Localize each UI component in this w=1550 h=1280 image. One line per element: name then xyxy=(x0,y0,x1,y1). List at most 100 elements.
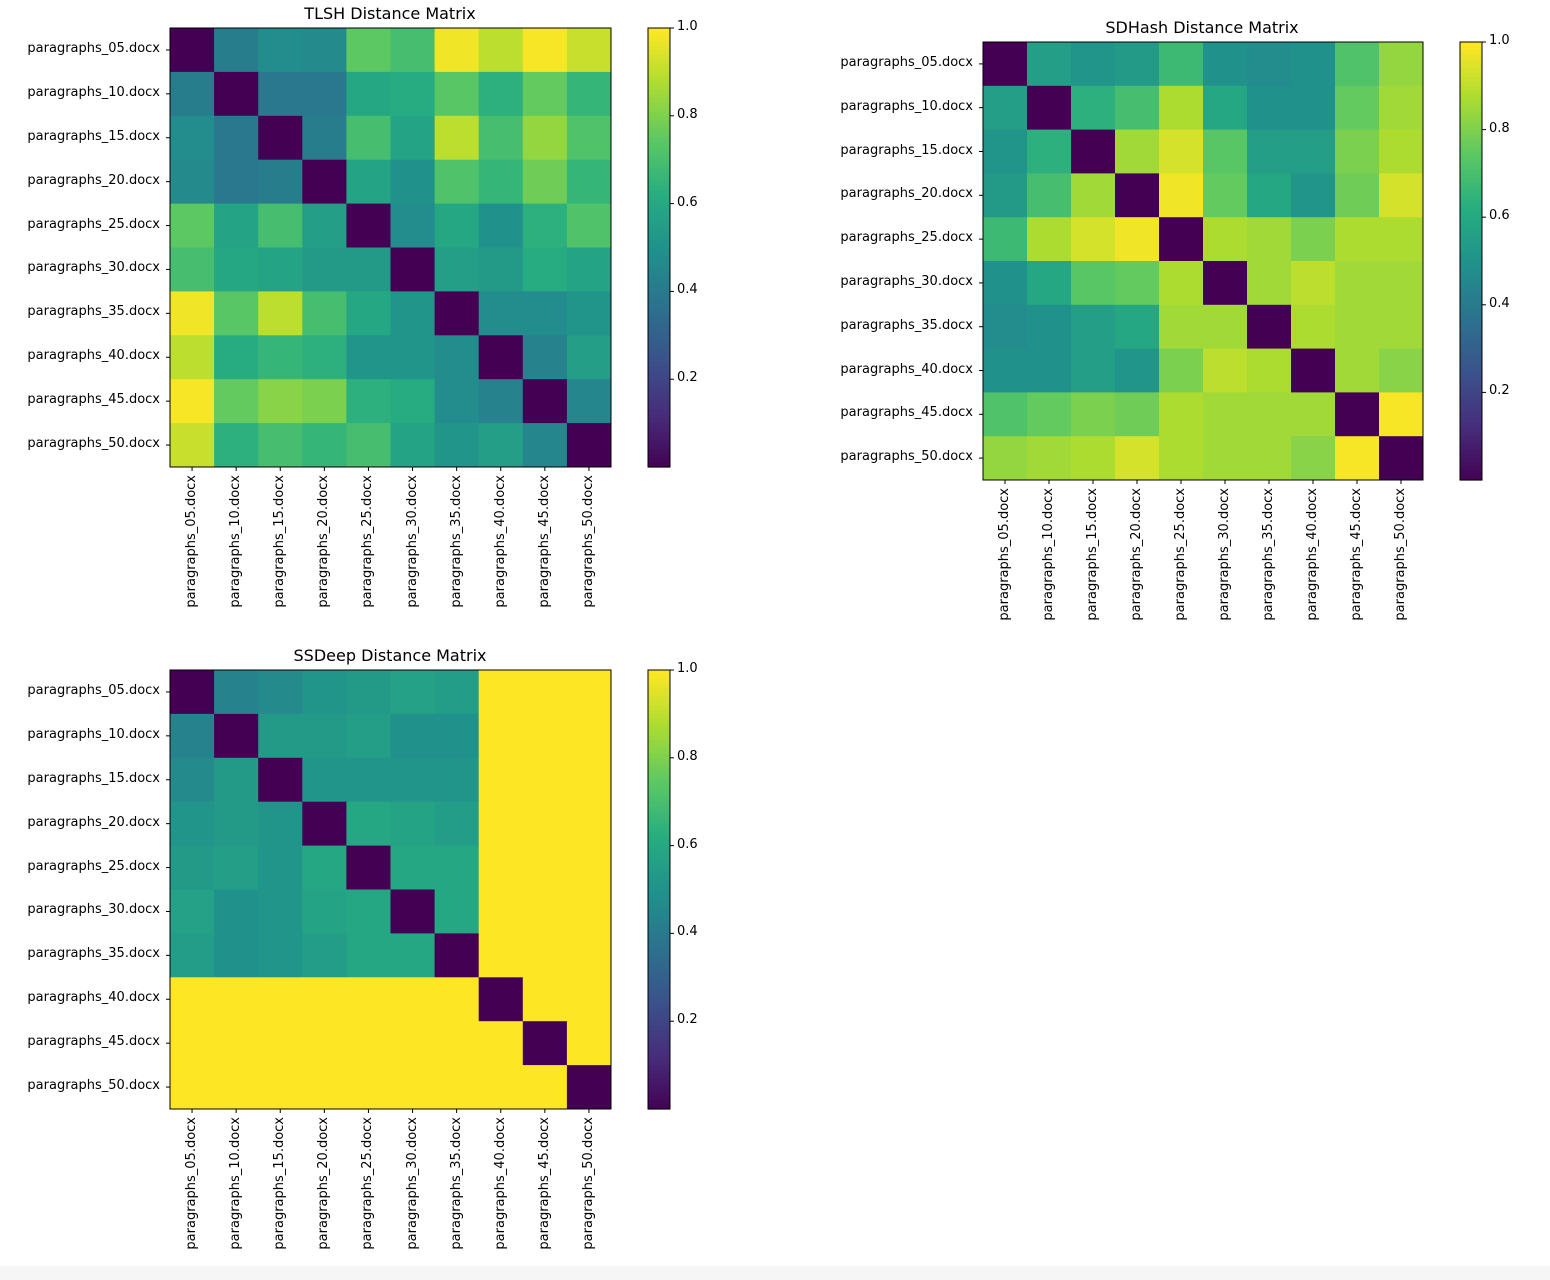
heatmap-cell xyxy=(346,203,391,248)
colorbar-frame xyxy=(647,27,671,468)
colorbar-segment xyxy=(648,142,670,148)
x-tick-label: paragraphs_15.docx xyxy=(272,475,288,608)
colorbar-segment xyxy=(648,212,670,218)
heatmap-cell xyxy=(522,115,568,161)
heatmap-cell xyxy=(390,801,436,847)
colorbar-segment xyxy=(648,775,670,781)
colorbar-segment xyxy=(648,229,670,235)
heatmap-cell xyxy=(258,801,303,847)
colorbar-segment xyxy=(1460,190,1482,196)
colorbar-segment xyxy=(648,89,670,95)
colorbar-segment xyxy=(648,322,670,328)
x-tick-label: paragraphs_20.docx xyxy=(1129,488,1144,621)
heatmap-cell xyxy=(258,28,303,73)
heatmap-cell xyxy=(302,845,347,890)
heatmap-cell xyxy=(1027,42,1072,87)
colorbar-segment xyxy=(1460,388,1482,393)
colorbar-segment xyxy=(648,1003,670,1009)
colorbar-segment xyxy=(648,150,670,156)
colorbar-segment xyxy=(1460,344,1482,350)
x-tick-label: paragraphs_20.docx xyxy=(316,1117,332,1250)
heatmap-cell xyxy=(1203,436,1248,481)
colorbar-segment xyxy=(648,427,670,433)
heatmap-cell xyxy=(214,115,259,161)
heatmap-cell xyxy=(1335,436,1380,481)
colorbar-segment xyxy=(648,810,670,816)
heatmap-cell xyxy=(302,670,347,715)
colorbar-segment xyxy=(648,788,670,794)
colorbar-segment xyxy=(1460,462,1482,468)
colorbar-segment xyxy=(1460,269,1482,275)
colorbar-segment xyxy=(1460,405,1482,411)
colorbar-segment xyxy=(648,797,670,803)
heatmap-cell xyxy=(258,1021,303,1066)
heatmap-cell xyxy=(478,757,524,803)
y-tick-label: paragraphs_15.docx xyxy=(27,128,160,144)
plot-frame xyxy=(982,41,1424,481)
colorbar-segment xyxy=(648,1034,670,1040)
x-tick-label: paragraphs_45.docx xyxy=(536,475,552,608)
colorbar-segment xyxy=(648,379,670,385)
heatmap-cell xyxy=(1291,42,1336,87)
heatmap-cell xyxy=(478,28,524,73)
heatmap-cell xyxy=(522,670,568,715)
colorbar-tick-label: 0.6 xyxy=(1489,208,1510,224)
heatmap-cell xyxy=(302,889,347,934)
colorbar-segment xyxy=(1460,129,1482,135)
heatmap-cell xyxy=(1203,217,1248,262)
heatmap-cell xyxy=(1291,85,1336,131)
heatmap-cell xyxy=(983,436,1028,481)
colorbar-segment xyxy=(1460,309,1482,315)
heatmap-cell xyxy=(214,71,259,117)
heatmap-cell xyxy=(170,291,215,336)
y-tick-label: paragraphs_45.docx xyxy=(840,405,973,421)
colorbar-segment xyxy=(1460,199,1482,205)
colorbar-segment xyxy=(1460,247,1482,253)
colorbar-segment xyxy=(648,453,670,459)
heatmap-cell xyxy=(1335,173,1380,218)
heatmap-cell xyxy=(1203,85,1248,131)
colorbar-segment xyxy=(648,849,670,855)
colorbar-segment xyxy=(1460,225,1482,231)
heatmap-cell xyxy=(258,889,303,934)
y-tick-label: paragraphs_20.docx xyxy=(27,814,160,830)
colorbar-segment xyxy=(648,876,670,882)
colorbar-segment xyxy=(648,986,670,992)
colorbar-segment xyxy=(648,339,670,345)
heatmap-cell xyxy=(1115,436,1160,481)
colorbar-segment xyxy=(648,1043,670,1049)
heatmap-cell xyxy=(1159,85,1204,131)
colorbar-segment xyxy=(648,1069,670,1075)
colorbar-segment xyxy=(1460,440,1482,446)
heatmap-cell xyxy=(1071,173,1116,218)
colorbar-segment xyxy=(1460,418,1482,424)
heatmap-cell xyxy=(1115,173,1160,218)
heatmap-cell xyxy=(346,845,391,890)
colorbar-segment xyxy=(648,181,670,187)
colorbar-segment xyxy=(648,304,670,310)
heatmap-cell xyxy=(434,203,480,248)
colorbar-segment xyxy=(648,80,670,86)
colorbar-segment xyxy=(648,1047,670,1053)
colorbar-segment xyxy=(1460,414,1482,420)
x-tick-label: paragraphs_15.docx xyxy=(1085,488,1100,621)
x-tick-label: paragraphs_40.docx xyxy=(492,1117,508,1250)
heatmap-cell xyxy=(1379,436,1424,481)
x-tick-label: paragraphs_05.docx xyxy=(997,488,1012,621)
heatmap-cell xyxy=(1379,217,1424,262)
heatmap-cell xyxy=(434,28,480,73)
colorbar-segment xyxy=(1460,98,1482,104)
colorbar-tick-label: 0.6 xyxy=(677,836,698,852)
colorbar-segment xyxy=(648,832,670,838)
heatmap-cell xyxy=(170,977,215,1022)
heatmap-cell xyxy=(214,247,259,292)
heatmap-cell xyxy=(522,379,568,424)
colorbar-segment xyxy=(648,36,670,42)
heatmap-cell xyxy=(522,247,568,292)
x-tick-label: paragraphs_45.docx xyxy=(1349,488,1364,621)
y-tick-label: paragraphs_30.docx xyxy=(27,260,160,276)
colorbar-segment xyxy=(648,436,670,442)
colorbar-segment xyxy=(1460,366,1482,372)
colorbar-segment xyxy=(648,41,670,47)
